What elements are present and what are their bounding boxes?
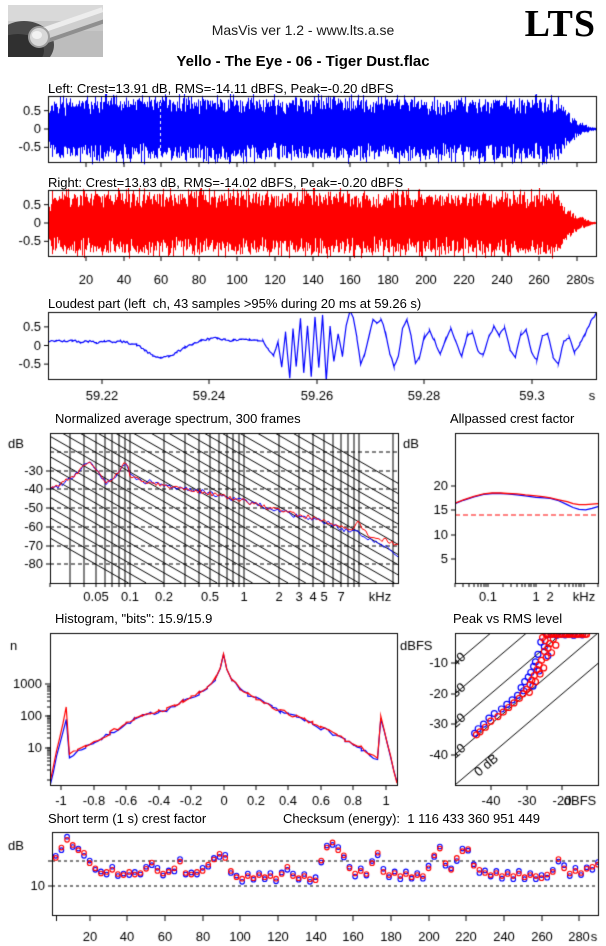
app-version-text: MasVis ver 1.2 - www.lts.a.se [211,22,395,38]
lts-logo: LTS [524,3,596,45]
waveform-right-plot [0,188,606,288]
right-channel-stats: Right: Crest=13.83 dB, RMS=-14.02 dBFS, … [48,175,404,190]
spectrum-and-allpassed-plots [0,430,606,605]
left-channel-stats: Left: Crest=13.91 dB, RMS=-14.11 dBFS, P… [48,81,394,96]
peak-rms-title: Peak vs RMS level [453,611,563,626]
histogram-and-peakrms-plots [0,630,606,808]
cover-photo [8,5,103,57]
allpassed-title: Allpassed crest factor [450,411,575,426]
spectrum-title: Normalized average spectrum, 300 frames [55,411,301,426]
song-title: Yello - The Eye - 06 - Tiger Dust.flac [176,53,430,70]
waveform-left-plot [0,94,606,170]
shortterm-title: Short term (1 s) crest factor [48,811,207,826]
shortterm-crest-plot [0,830,606,946]
checksum-label: Checksum (energy): 1 116 433 360 951 449 [283,811,541,826]
histogram-title: Histogram, "bits": 15.9/15.9 [55,611,213,626]
loudest-part-title: Loudest part (left ch, 43 samples >95% d… [48,296,422,311]
loudest-part-plot [0,310,606,405]
